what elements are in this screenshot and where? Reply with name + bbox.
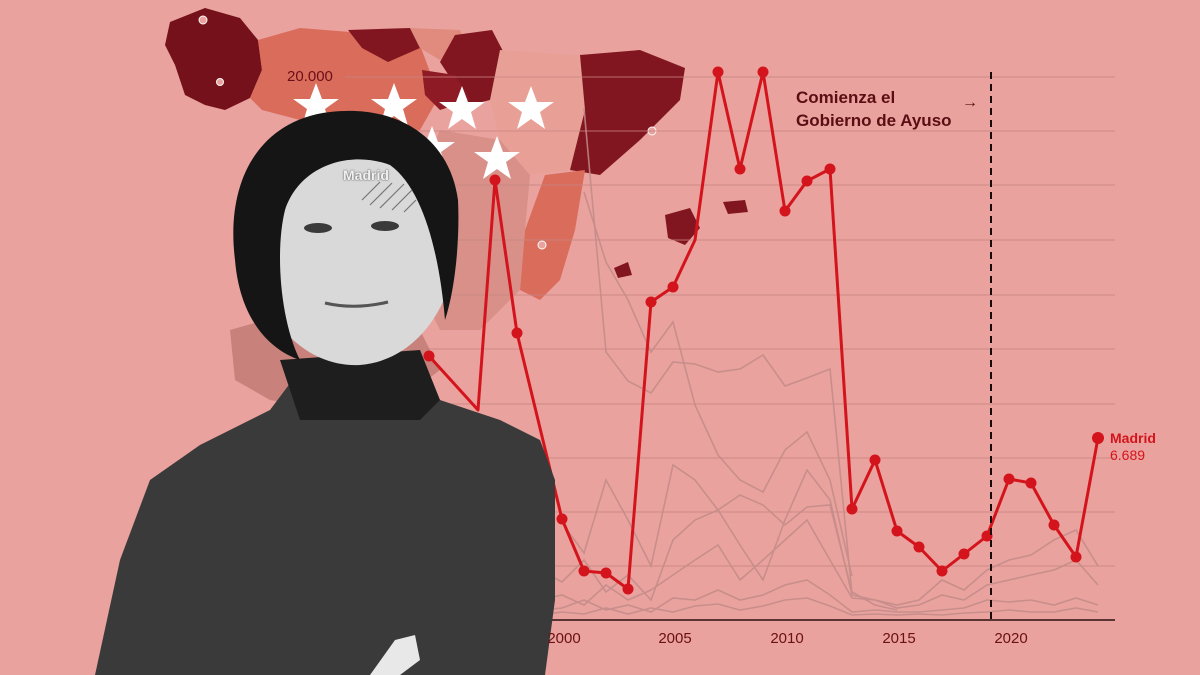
- x-tick-2010: 2010: [770, 630, 804, 647]
- star-icon: [371, 83, 417, 126]
- map-label-madrid: Madrid: [343, 167, 389, 183]
- annotation-line-1: Comienza el: [796, 88, 896, 107]
- star-icon: [293, 83, 339, 126]
- star-icon: [508, 86, 554, 129]
- portrait-figure: [95, 110, 555, 675]
- series-name: Madrid: [1110, 430, 1156, 446]
- x-tick-2015: 2015: [882, 630, 916, 647]
- arrow-right-icon: →: [962, 94, 978, 111]
- y-tick-label: 20.000: [287, 68, 333, 85]
- madrid-end-label: Madrid 6.689: [1110, 430, 1156, 464]
- madrid-hatch: [361, 181, 417, 213]
- x-tick-2005: 2005: [658, 630, 692, 647]
- context-lines: [539, 107, 1099, 616]
- madrid-series: [423, 66, 1104, 595]
- annotation-line-2: Gobierno de Ayuso: [796, 111, 952, 130]
- series-end-value: 6.689: [1110, 447, 1146, 463]
- ayuso-annotation: Comienza el Gobierno de Ayuso: [796, 86, 952, 132]
- x-tick-2020: 2020: [994, 630, 1028, 647]
- star-icon: [474, 136, 520, 179]
- star-icon: [439, 86, 485, 129]
- x-tick-2000: 2000: [547, 630, 581, 647]
